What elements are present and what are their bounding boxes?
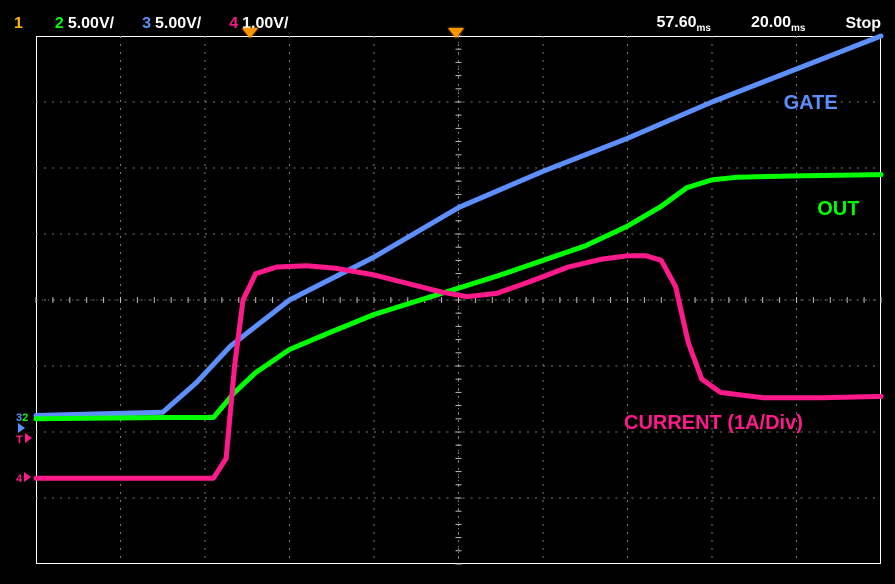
plot-area[interactable]: 32T 4 GATE OUT CURRENT (1A/Div) (14, 36, 881, 564)
ground-marker: 32 (16, 413, 36, 435)
oscilloscope-frame: 1 2 5.00V/ 3 5.00V/ 4 1.00V/ 57.60ms 20.… (0, 0, 895, 584)
trace-gate (36, 36, 881, 416)
trigger-time-marker (448, 28, 464, 38)
ground-marker: 4 (16, 472, 31, 484)
channel-3-label: 3 (142, 15, 151, 33)
channel-1-label: 1 (14, 15, 23, 33)
ground-markers-column: 32T 4 (14, 36, 36, 564)
trigger-secondary-marker (242, 28, 258, 38)
channel-2-scale: 5.00V/ (68, 15, 114, 33)
waveforms (36, 36, 881, 564)
channel-2-label: 2 (55, 15, 64, 33)
channel-4-label: 4 (229, 15, 238, 33)
channel-3-scale: 5.00V/ (155, 15, 201, 33)
run-state: Stop (845, 15, 881, 33)
time-position: 57.60ms (656, 14, 711, 34)
time-per-div: 20.00ms (751, 14, 806, 34)
signal-label: GATE (784, 92, 838, 115)
trigger-level-marker: T (16, 433, 32, 445)
signal-label: OUT (817, 198, 859, 221)
signal-label: CURRENT (1A/Div) (624, 412, 803, 435)
